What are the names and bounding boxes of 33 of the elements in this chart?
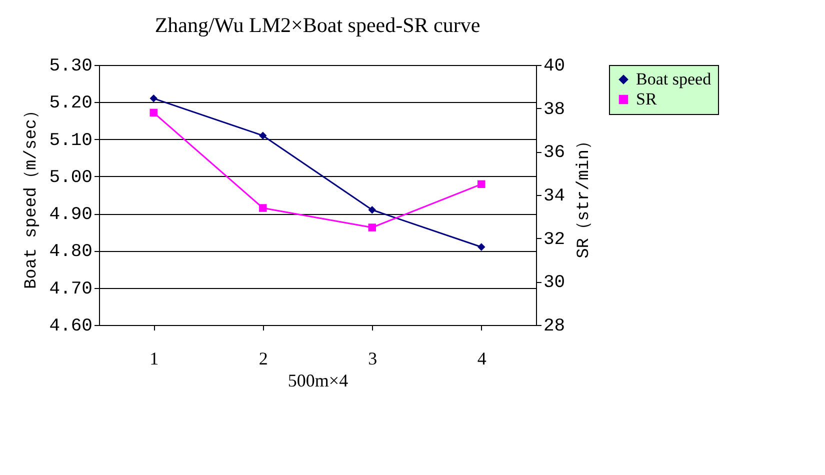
point: [259, 132, 267, 140]
y-axis-title: Boat speed（m/sec）: [22, 102, 42, 290]
y-tick-label: 4.80: [49, 242, 92, 262]
y2-tick-label: 30: [544, 273, 566, 294]
y-tick-label: 5.00: [49, 168, 92, 188]
chart-title: Zhang/Wu LM2×Boat speed-SR curve: [154, 13, 480, 37]
y2-tick-label: 40: [544, 56, 566, 76]
y-tick-label: 5.30: [49, 56, 92, 76]
x-tick-label: 3: [368, 348, 378, 368]
y2-tick-label: 38: [544, 100, 566, 120]
point: [368, 224, 376, 232]
x-axis-title: 500m×4: [288, 370, 348, 390]
y-tick-label: 4.70: [49, 279, 92, 300]
x-tick-label: 1: [150, 348, 159, 368]
legend-label: Boat speed: [636, 70, 712, 88]
y2-axis-title: SR（str/min）: [575, 132, 594, 258]
y2-tick-label: 28: [544, 316, 566, 336]
y-tick-label: 4.60: [49, 316, 92, 336]
y2-tick-label: 32: [544, 230, 566, 250]
y-tick-label: 5.10: [49, 130, 92, 151]
y2-tick-label: 34: [544, 186, 566, 206]
point: [150, 94, 158, 102]
point: [150, 108, 158, 117]
x-tick-label: 2: [258, 348, 268, 368]
point: [259, 204, 267, 212]
point: [478, 180, 486, 188]
y-tick-label: 5.20: [49, 94, 92, 114]
y2-tick-label: 36: [544, 143, 566, 164]
legend-label: SR: [636, 90, 658, 108]
x-tick-label: 4: [477, 348, 486, 368]
point: [478, 243, 486, 251]
y-tick-label: 4.90: [49, 205, 92, 226]
point: [368, 206, 376, 214]
